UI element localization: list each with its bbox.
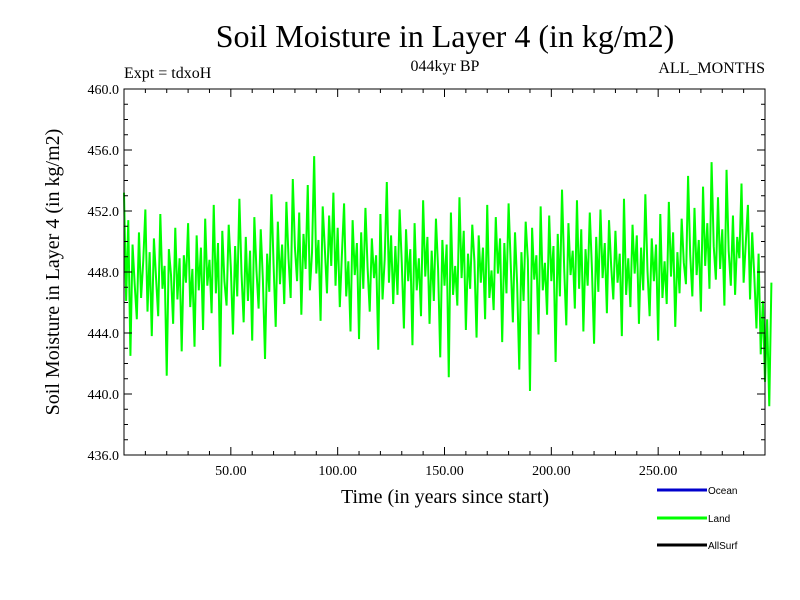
- x-tick-label: 250.00: [639, 464, 678, 479]
- plot-area: [123, 88, 773, 456]
- period-label: 044kyr BP: [411, 58, 480, 75]
- x-tick-label: 50.00: [215, 464, 247, 479]
- y-tick-label: 436.0: [88, 449, 120, 464]
- y-tick-label: 444.0: [88, 327, 120, 342]
- legend-label-ocean: Ocean: [708, 486, 737, 497]
- legend-label-allsurf: AllSurf: [708, 541, 738, 552]
- y-tick-label: 456.0: [88, 144, 120, 159]
- y-axis-label: Soil Moisture in Layer 4 (in kg/m2): [42, 129, 64, 416]
- x-tick-label: 150.00: [425, 464, 464, 479]
- x-axis: 50.00 100.00 150.00 200.00 250.00: [144, 89, 745, 479]
- y-tick-label: 460.0: [88, 83, 120, 98]
- series-line-land: [123, 156, 773, 407]
- legend: Ocean Land AllSurf: [657, 486, 738, 552]
- y-tick-label: 440.0: [88, 388, 120, 403]
- x-tick-label: 200.00: [532, 464, 571, 479]
- chart-title: Soil Moisture in Layer 4 (in kg/m2): [216, 18, 675, 54]
- y-axis: 436.0 440.0 444.0 448.0 452.0 456.0 460.0: [88, 83, 765, 464]
- x-tick-label: 100.00: [318, 464, 357, 479]
- experiment-label: Expt = tdxoH: [124, 65, 212, 82]
- x-axis-label: Time (in years since start): [341, 486, 549, 508]
- months-label: ALL_MONTHS: [658, 60, 765, 77]
- y-tick-label: 448.0: [88, 266, 120, 281]
- y-tick-label: 452.0: [88, 205, 120, 220]
- legend-label-land: Land: [708, 514, 730, 525]
